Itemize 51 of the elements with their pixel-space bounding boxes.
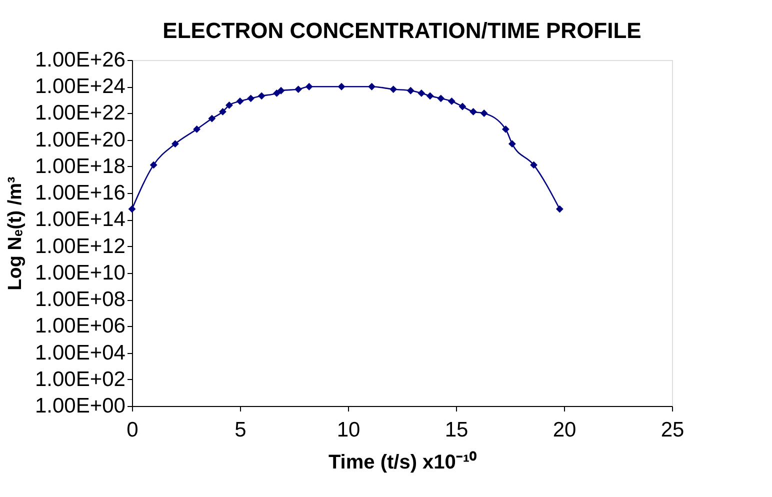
x-tick-label: 15	[444, 418, 468, 442]
point	[508, 140, 516, 148]
y-tick-label: 1.00E+04	[34, 341, 126, 364]
point	[556, 205, 564, 213]
y-tick-label: 1.00E+14	[34, 208, 126, 232]
y-tick-label: 1.00E+12	[34, 234, 126, 258]
point	[448, 98, 456, 105]
point	[225, 102, 233, 109]
point	[193, 126, 201, 133]
point	[338, 82, 346, 90]
chart-title: ELECTRON CONCENTRATION/TIME PROFILE	[162, 18, 642, 43]
point	[406, 86, 414, 94]
y-tick-label: 1.00E+20	[34, 128, 126, 152]
y-tick-label: 1.00E+08	[34, 288, 126, 312]
point	[458, 102, 466, 110]
y-tick-label: 1.00E+16	[34, 182, 126, 205]
point	[502, 126, 510, 133]
point	[294, 86, 302, 93]
point	[219, 108, 226, 116]
point	[437, 94, 445, 102]
point	[128, 205, 136, 213]
x-axis-title: Time (t/s) x10⁻¹⁰	[328, 450, 477, 474]
point	[273, 89, 280, 97]
y-tick-label: 1.00E+02	[34, 368, 126, 391]
y-tick-label: 1.00E+24	[34, 75, 126, 98]
point	[470, 108, 477, 116]
point	[418, 89, 426, 97]
point	[258, 92, 266, 100]
x-tick-label: 5	[234, 418, 246, 442]
y-tick-label: 1.00E+06	[34, 314, 126, 338]
point	[530, 161, 538, 169]
y-axis-title: Log Nₑ(t) /m³	[5, 176, 26, 290]
point	[171, 140, 179, 148]
point	[208, 114, 216, 122]
point	[150, 161, 158, 169]
point	[480, 110, 488, 117]
y-tick-label: 1.00E+00	[34, 394, 126, 418]
x-tick-label: 25	[660, 418, 684, 442]
point	[390, 86, 398, 93]
x-tick-label: 10	[336, 418, 360, 442]
point	[305, 82, 313, 90]
y-tick-label: 1.00E+10	[34, 261, 126, 284]
point	[247, 94, 255, 102]
y-tick-label: 1.00E+22	[34, 102, 126, 125]
x-tick-label: 20	[552, 418, 576, 442]
point	[368, 82, 376, 90]
y-tick-label: 1.00E+26	[34, 48, 126, 72]
x-tick-label: 0	[126, 418, 138, 442]
point	[426, 92, 434, 100]
point	[277, 86, 285, 94]
y-tick-label: 1.00E+18	[34, 154, 126, 178]
